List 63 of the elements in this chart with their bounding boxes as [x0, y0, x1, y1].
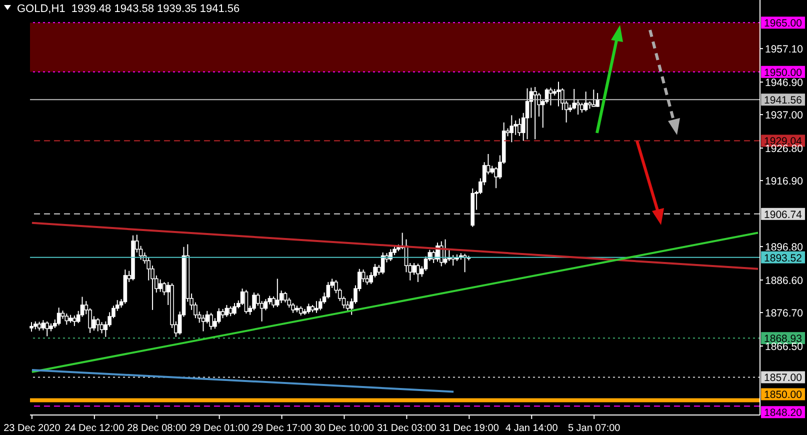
- x-tick-label: 31 Dec 19:00: [439, 423, 500, 434]
- candlestick: [533, 86, 537, 140]
- candlestick: [224, 304, 229, 318]
- x-tick-label: 4 Jan 14:00: [506, 423, 558, 434]
- y-tick-label: 1946.90: [765, 76, 804, 89]
- candlestick: [232, 302, 236, 316]
- candlestick: [518, 118, 522, 136]
- candlestick: [244, 289, 248, 314]
- x-tick-label: 29 Dec 01:00: [190, 423, 250, 434]
- candlestick: [96, 318, 100, 332]
- ref-line-label: 1850.00: [764, 389, 802, 402]
- candlestick: [228, 306, 232, 317]
- candlestick: [525, 88, 530, 140]
- y-tick-label: 1886.60: [765, 274, 804, 287]
- candlestick: [252, 292, 256, 311]
- candlestick: [548, 87, 553, 106]
- y-tick-label: 1916.90: [765, 175, 804, 188]
- x-tick-label: 29 Dec 17:00: [252, 423, 312, 434]
- candlestick: [276, 278, 280, 308]
- ref-line-label: 1893.52: [764, 252, 802, 264]
- candlestick: [580, 102, 584, 114]
- x-tick-label: 23 Dec 2020: [4, 423, 61, 434]
- candlestick: [388, 248, 393, 262]
- candlestick: [30, 322, 34, 332]
- candlestick: [592, 89, 596, 108]
- y-tick-label: 1937.00: [765, 109, 804, 122]
- candlestick: [209, 312, 213, 330]
- candlestick: [314, 300, 318, 314]
- candlestick: [220, 308, 225, 319]
- candlestick: [306, 303, 311, 314]
- candlestick: [416, 263, 420, 283]
- candlestick: [346, 300, 350, 312]
- y-tick-label: 1876.70: [765, 307, 804, 320]
- candlestick: [100, 322, 104, 334]
- candlestick: [41, 320, 46, 331]
- candlestick: [510, 114, 514, 143]
- ref-line-label: 1941.56: [764, 94, 802, 107]
- x-tick-label: 24 Dec 12:00: [64, 423, 125, 434]
- candlestick: [158, 278, 162, 292]
- x-tick-label: 28 Dec 08:00: [127, 423, 188, 434]
- candlestick: [412, 262, 416, 276]
- ref-line-label: 1857.00: [764, 372, 802, 384]
- ref-line-label: 1965.00: [764, 18, 802, 30]
- candlestick: [72, 315, 76, 327]
- candlestick: [201, 314, 206, 332]
- candlestick: [298, 306, 303, 316]
- ref-line-label: 1906.74: [764, 208, 802, 221]
- ref-line-label: 1950.00: [764, 66, 802, 79]
- x-tick-label: 31 Dec 03:00: [376, 423, 437, 434]
- y-tick-label: 1957.10: [765, 43, 804, 56]
- chart-title: GOLD,H1 1939.48 1943.58 1939.35 1941.56: [17, 3, 240, 15]
- candlestick: [596, 92, 600, 108]
- candlestick: [556, 81, 560, 107]
- y-tick-label: 1896.80: [765, 241, 804, 254]
- x-tick-label: 30 Dec 10:00: [314, 423, 374, 434]
- ref-line-label: 1848.20: [764, 407, 802, 420]
- candlestick: [576, 98, 580, 116]
- candlestick: [584, 91, 588, 112]
- candlestick: [56, 307, 61, 326]
- candlestick: [45, 320, 50, 337]
- candlestick: [443, 238, 448, 265]
- candlestick: [64, 313, 69, 326]
- x-tick-label: 5 Jan 07:00: [568, 423, 621, 434]
